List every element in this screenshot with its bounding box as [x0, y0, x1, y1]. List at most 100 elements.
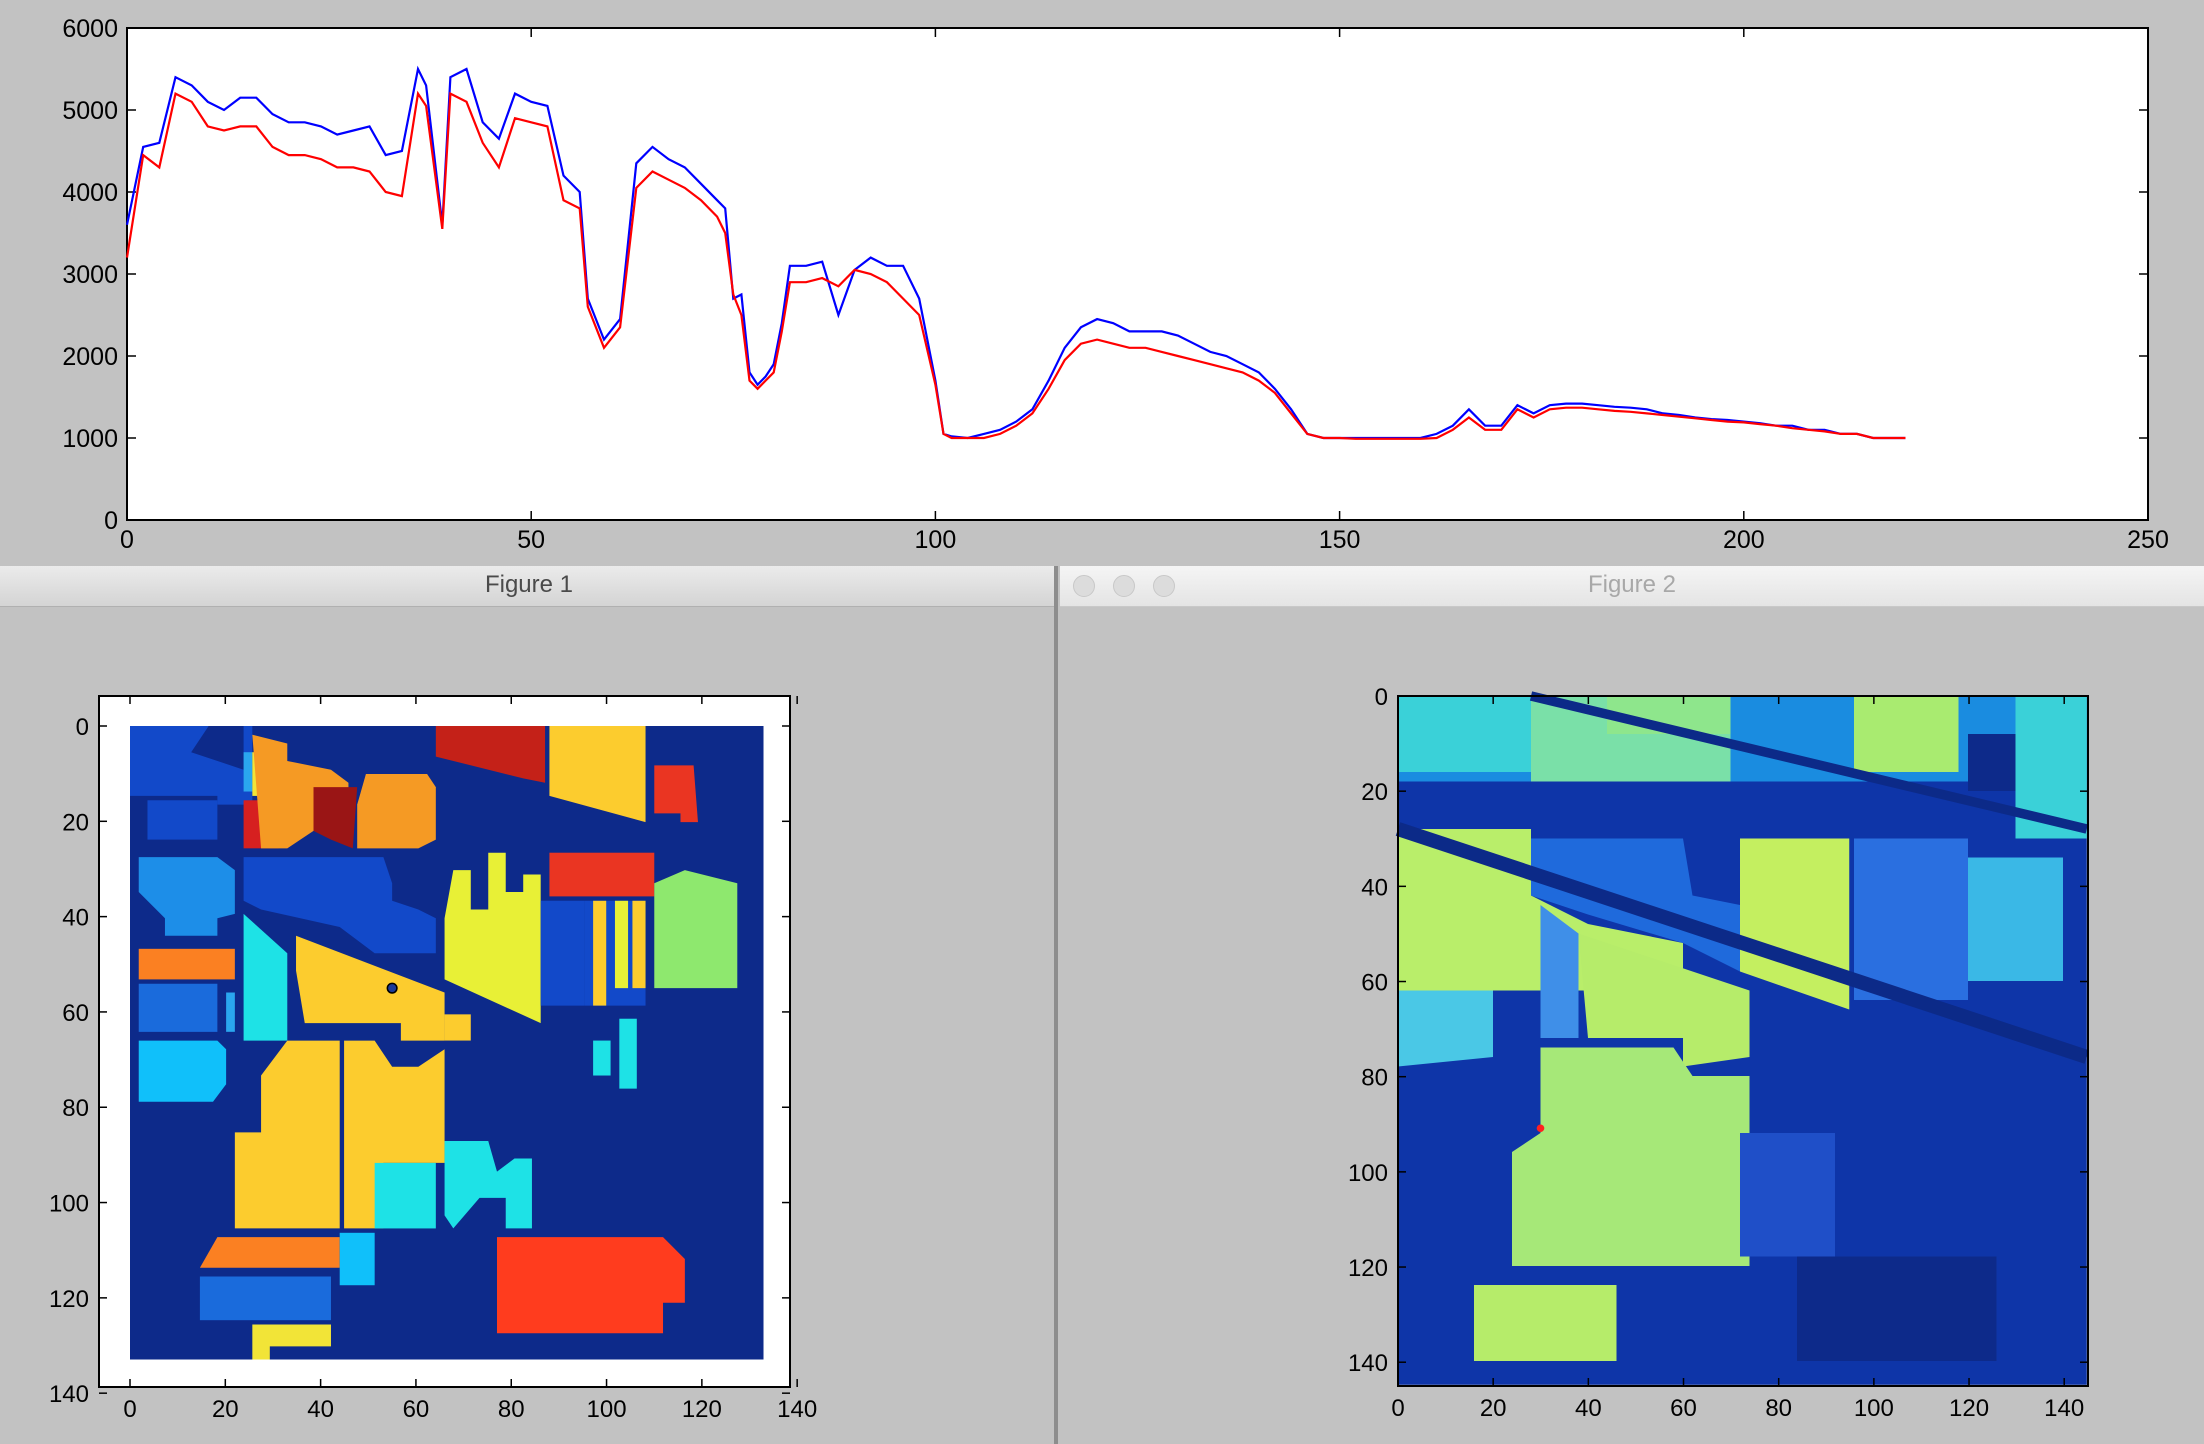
field-region	[444, 1141, 532, 1229]
x-tick-label: 200	[1723, 526, 1765, 554]
band-region	[1578, 933, 1750, 1067]
x-tick-label: 0	[120, 526, 134, 554]
figure2-titlebar[interactable]: Figure 2	[1060, 566, 2204, 607]
field-region	[138, 983, 218, 1032]
y-tick-label: 100	[49, 1191, 89, 1218]
y-tick-label: 120	[1348, 1255, 1388, 1282]
x-tick-label: 150	[1319, 526, 1361, 554]
band-region	[1854, 838, 1968, 1000]
minimize-window-button[interactable]	[1113, 575, 1135, 597]
band-region	[1540, 905, 1579, 1038]
figure1-class-map	[130, 726, 764, 1360]
y-tick-label: 0	[1375, 684, 1388, 711]
figure2-title: Figure 2	[1587, 571, 1677, 598]
x-tick-label: 100	[915, 526, 957, 554]
field-region	[632, 900, 646, 989]
field-region	[614, 900, 629, 989]
figure2-axes-frame	[1397, 695, 2089, 1387]
close-window-button[interactable]	[1073, 575, 1095, 597]
band-region	[1512, 1047, 1750, 1266]
y-tick-label: 80	[1361, 1065, 1388, 1092]
y-tick-label: 20	[62, 809, 89, 836]
y-tick-label: 140	[49, 1381, 89, 1408]
y-tick-label: 40	[62, 905, 89, 932]
x-tick-label: 250	[2127, 526, 2169, 554]
field-region	[147, 800, 218, 840]
figure1-titlebar[interactable]: Figure 1	[0, 566, 1058, 607]
field-region	[593, 900, 607, 1006]
y-tick-label: 5000	[62, 97, 118, 125]
x-tick-label: 0	[123, 1396, 136, 1423]
field-region	[444, 1014, 471, 1041]
band-region	[1474, 1285, 1617, 1361]
y-tick-label: 4000	[62, 179, 118, 207]
selected-pixel-marker[interactable]	[386, 982, 398, 994]
band-region	[1968, 857, 2063, 981]
y-tick-label: 2000	[62, 343, 118, 371]
zoom-window-button[interactable]	[1153, 575, 1175, 597]
y-tick-label: 100	[1348, 1160, 1388, 1187]
x-tick-label: 60	[403, 1396, 430, 1423]
y-tick-label: 140	[1348, 1350, 1388, 1377]
field-region	[593, 1040, 611, 1076]
x-tick-label: 100	[587, 1396, 627, 1423]
y-tick-label: 1000	[62, 425, 118, 453]
band-region	[1398, 696, 1531, 772]
x-tick-label: 120	[1949, 1395, 1989, 1422]
band-region	[1854, 696, 1959, 772]
plot-area	[126, 27, 2149, 521]
field-region	[243, 857, 436, 954]
field-region	[339, 1232, 375, 1286]
x-tick-label: 100	[1854, 1395, 1894, 1422]
field-region	[654, 765, 698, 823]
y-tick-label: 60	[1361, 970, 1388, 997]
y-tick-label: 3000	[62, 261, 118, 289]
x-tick-label: 40	[1575, 1395, 1602, 1422]
x-tick-label: 140	[2044, 1395, 2084, 1422]
field-region	[243, 752, 253, 792]
field-region	[226, 992, 235, 1032]
field-region	[496, 1237, 685, 1334]
x-tick-label: 0	[1391, 1395, 1404, 1422]
spectrum-series-2	[125, 90, 1906, 440]
x-tick-label: 20	[1480, 1395, 1507, 1422]
x-tick-label: 50	[517, 526, 545, 554]
field-region	[374, 1162, 436, 1229]
y-tick-label: 80	[62, 1095, 89, 1122]
band-road	[1395, 822, 2089, 1064]
field-region	[444, 852, 541, 1024]
field-region	[654, 870, 738, 989]
x-tick-label: 140	[777, 1396, 817, 1423]
field-region	[199, 1237, 340, 1268]
x-tick-label: 80	[498, 1396, 525, 1423]
x-tick-label: 80	[1765, 1395, 1792, 1422]
field-region	[344, 1040, 445, 1229]
field-region	[138, 948, 235, 980]
y-tick-label: 6000	[62, 15, 118, 43]
field-region	[549, 726, 646, 823]
field-region	[130, 726, 253, 805]
field-region	[138, 1040, 227, 1102]
y-tick-label: 0	[76, 714, 89, 741]
band-region	[1398, 990, 1493, 1067]
field-region	[243, 913, 288, 1041]
band-region	[1797, 1256, 1997, 1361]
x-tick-label: 20	[212, 1396, 239, 1423]
field-region	[435, 726, 546, 783]
field-region	[549, 852, 655, 897]
field-region	[619, 1018, 637, 1089]
figure2-band-image	[1395, 691, 2089, 1385]
spectrum-chart: 0 50 100 150 200 250 0 1000 2000 3000 4000 5000 6000	[62, 15, 2169, 554]
field-region	[199, 1276, 331, 1321]
band-road	[1529, 691, 2088, 834]
field-region	[357, 774, 436, 849]
field-region	[234, 1040, 340, 1229]
y-tick-label: 60	[62, 1000, 89, 1027]
field-region	[252, 1324, 331, 1360]
selected-pixel-marker[interactable]	[1536, 1124, 1545, 1133]
figure1-title: Figure 1	[484, 571, 574, 598]
y-tick-label: 20	[1361, 779, 1388, 806]
band-region	[1968, 734, 2016, 791]
